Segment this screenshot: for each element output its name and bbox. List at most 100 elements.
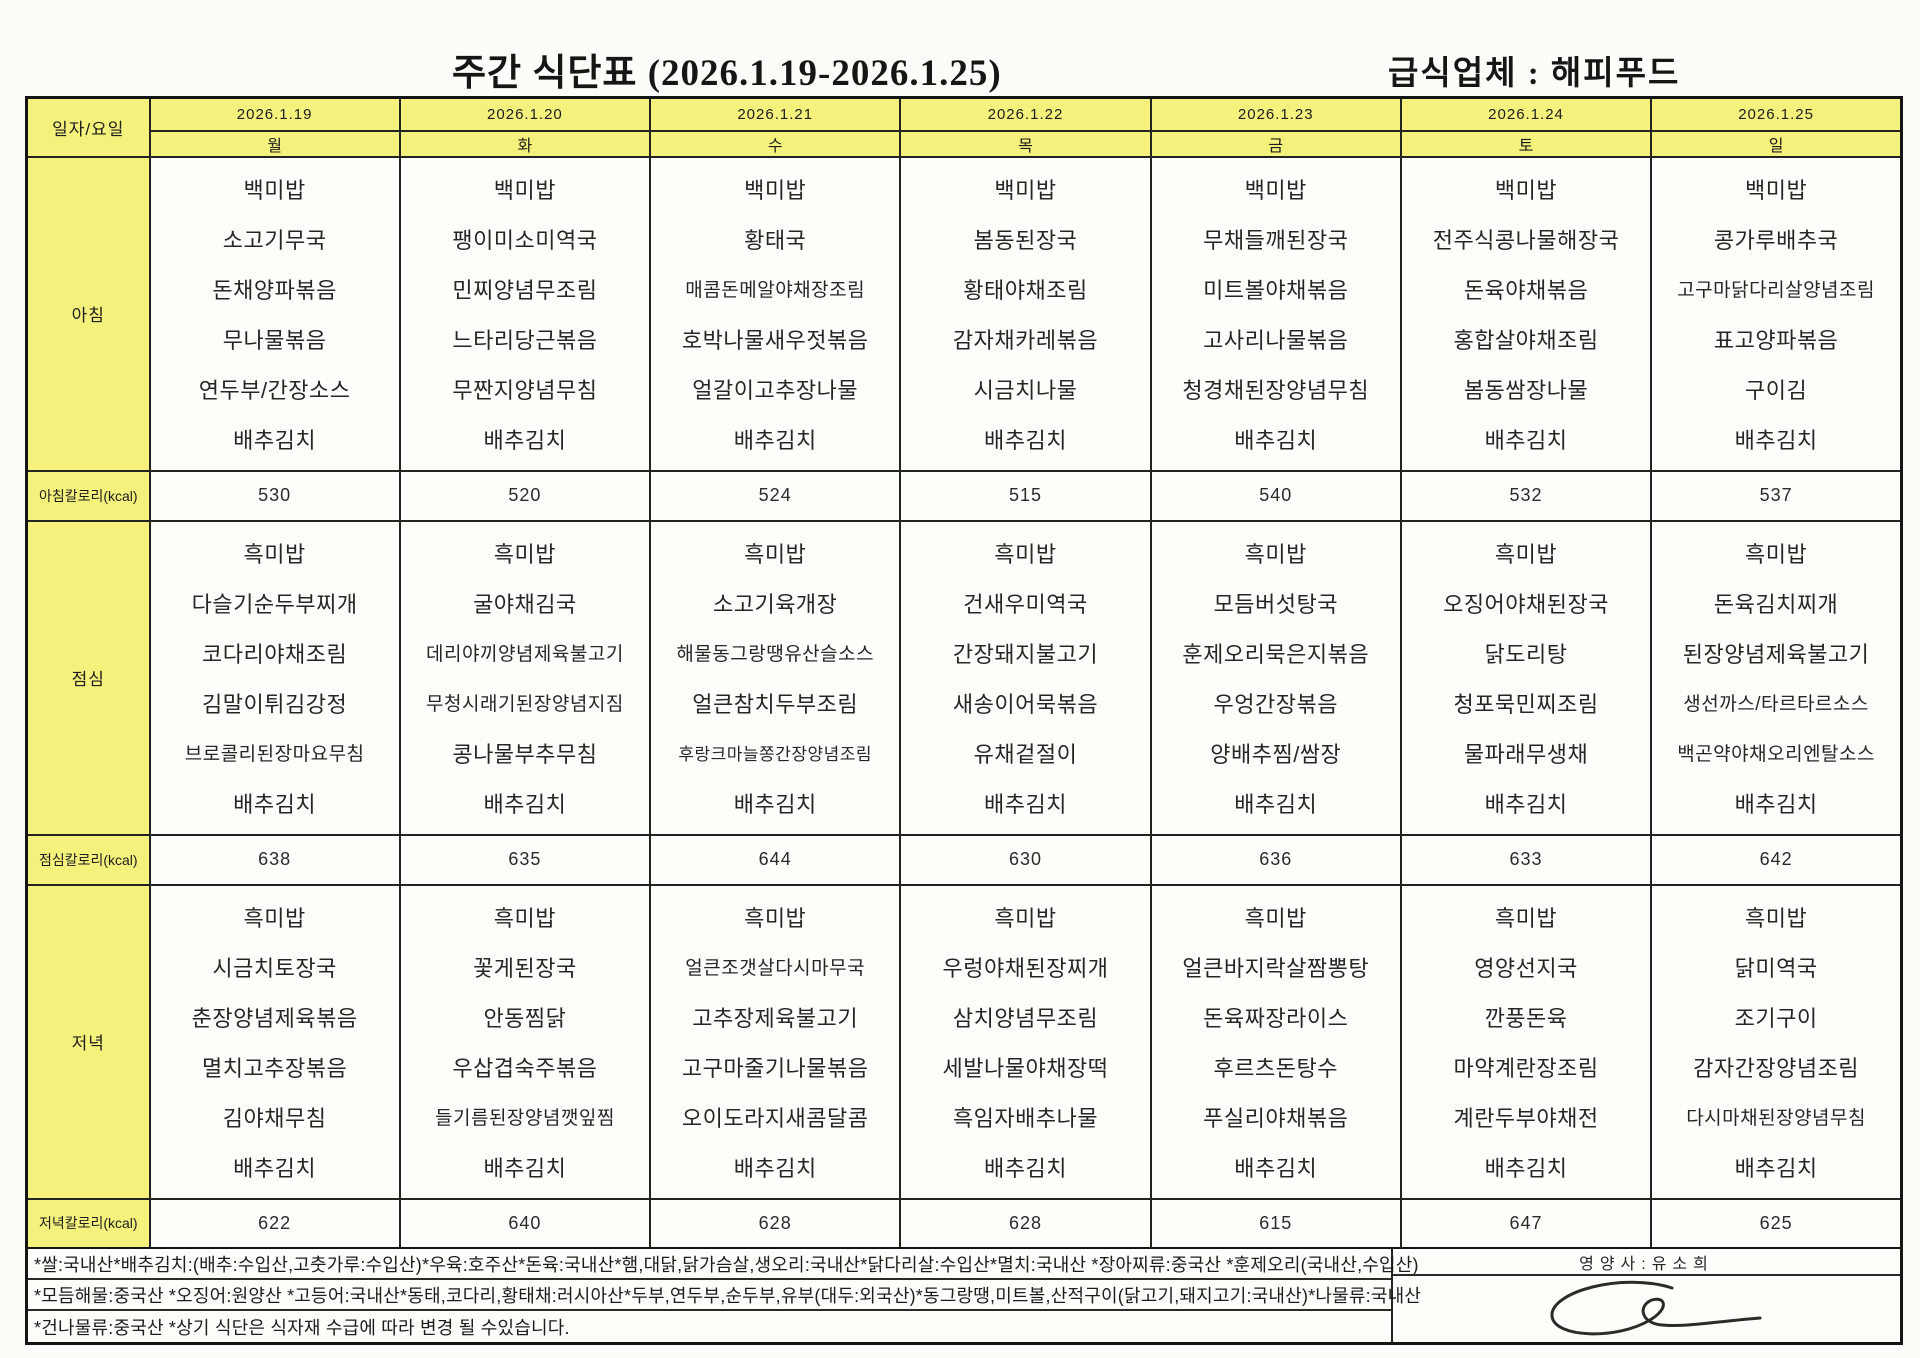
menu-item: 백미밥: [994, 177, 1057, 203]
menu-item: 배추김치: [233, 1155, 317, 1181]
menu-item: 흑미밥: [1744, 541, 1808, 567]
origin-note-line: *건나물류:중국산 *상기 식단은 식자재 수급에 따라 변경 될 수있습니다.: [34, 1317, 570, 1338]
menu-item: 황태야채조림: [963, 277, 1088, 303]
menu-item: 배추김치: [733, 791, 817, 817]
menu-item: 배추김치: [984, 791, 1067, 817]
menu-item: 세발나물야채장떡: [942, 1055, 1109, 1081]
menu-item: 매콤돈메알야채장조림: [685, 280, 866, 301]
menu-item: 호박나물새우젓볶음: [681, 327, 869, 353]
weekday-header-cell: 일: [1650, 129, 1903, 158]
menu-cell: 흑미밥 닭미역국 조기구이 감자간장양념조림 다시마채된장양념무침 배추김치: [1650, 883, 1903, 1200]
date-header-cell: 2026.1.24: [1399, 96, 1653, 132]
menu-item: 흑미밥: [744, 905, 807, 931]
menu-item: 배추김치: [483, 1155, 567, 1181]
menu-item: 백미밥: [493, 177, 557, 203]
menu-item: 청경채된장양념무침: [1182, 377, 1370, 403]
calorie-value-cell: 532: [1399, 469, 1653, 522]
calorie-value-cell: 515: [899, 469, 1152, 522]
menu-item: 전주식콩나물해장국: [1432, 227, 1620, 253]
calorie-value-cell: 644: [649, 833, 902, 886]
calorie-value-cell: 615: [1149, 1197, 1402, 1250]
document-header: 주간 식단표 (2026.1.19-2026.1.25) 급식업체 : 해피푸드: [0, 42, 1920, 98]
date-header-cell: 2026.1.23: [1149, 96, 1402, 132]
menu-item: 돈육짜장라이스: [1203, 1005, 1349, 1031]
weekday-header-cell: 화: [398, 129, 652, 158]
menu-item: 오징어야채된장국: [1443, 591, 1609, 617]
menu-item: 흑미밥: [1494, 541, 1558, 567]
menu-item: 돈육야채볶음: [1463, 277, 1589, 303]
menu-item: 흑미밥: [994, 541, 1057, 567]
menu-item: 민찌양념무조림: [452, 277, 598, 303]
menu-item: 우삽겹숙주볶음: [452, 1055, 598, 1081]
menu-cell: 흑미밥 모듬버섯탕국 훈제오리묵은지볶음 우엉간장볶음 양배추찜/쌈장 배추김치: [1149, 519, 1402, 836]
menu-item: 들기름된장양념깻잎찜: [435, 1108, 615, 1129]
menu-item: 우렁야채된장찌개: [942, 955, 1109, 981]
menu-item: 후랑크마늘쫑간장양념조림: [678, 745, 873, 764]
menu-item: 홍합살야채조림: [1453, 327, 1599, 353]
menu-item: 후르츠돈탕수: [1213, 1055, 1338, 1081]
menu-item: 봄동된장국: [973, 227, 1078, 253]
menu-item: 멸치고추장볶음: [202, 1055, 348, 1081]
calorie-value-cell: 640: [398, 1197, 652, 1250]
menu-item: 백미밥: [1244, 177, 1307, 203]
menu-item: 흑임자배추나물: [952, 1105, 1099, 1131]
menu-item: 봄동쌈장나물: [1463, 377, 1589, 403]
menu-cell: 백미밥 전주식콩나물해장국 돈육야채볶음 홍합살야채조림 봄동쌈장나물 배추김치: [1399, 155, 1653, 472]
calorie-value-cell: 537: [1650, 469, 1903, 522]
menu-item: 무청시래기된장양념지짐: [426, 694, 624, 715]
calorie-value-cell: 633: [1399, 833, 1653, 886]
menu-item: 배추김치: [733, 1155, 817, 1181]
menu-item: 배추김치: [1484, 427, 1568, 453]
table-row: 점심 흑미밥 다슬기순두부찌개 코다리야채조림 김말이튀김강정 브로콜리된장마요무침 배추김…: [25, 519, 1903, 836]
menu-item: 배추김치: [1734, 1155, 1818, 1181]
menu-item: 흑미밥: [493, 905, 557, 931]
menu-item: 다슬기순두부찌개: [191, 591, 358, 617]
menu-item: 간장돼지불고기: [952, 641, 1099, 667]
menu-item: 표고양파볶음: [1713, 327, 1839, 353]
menu-item: 얼갈이고추장나물: [692, 377, 859, 403]
vendor-label: 급식업체 : 해피푸드: [1388, 56, 1681, 92]
calorie-value-cell: 642: [1650, 833, 1903, 886]
menu-item: 물파래무생채: [1463, 741, 1589, 767]
menu-item: 새송이어묵볶음: [952, 691, 1099, 717]
menu-item: 꽃게된장국: [473, 955, 577, 981]
table-row: 일자/요일 2026.1.19 2026.1.20 2026.1.21 2026.1.2…: [25, 96, 1903, 158]
menu-item: 흑미밥: [994, 905, 1057, 931]
date-header-cell: 2026.1.19: [148, 96, 401, 132]
date-day-corner-label: 일자/요일: [25, 96, 151, 158]
menu-cell: 흑미밥 소고기육개장 해물동그랑땡유산슬소스 얼큰참치두부조림 후랑크마늘쫑간장양념조림…: [649, 519, 902, 836]
menu-item: 고사리나물볶음: [1203, 327, 1349, 353]
menu-item: 흑미밥: [744, 541, 807, 567]
nutritionist-signature: [1393, 1276, 1900, 1342]
menu-item: 배추김치: [1484, 791, 1568, 817]
menu-item: 된장양념제육불고기: [1682, 641, 1870, 667]
menu-item: 삼치양념무조림: [952, 1005, 1099, 1031]
menu-cell: 백미밥 소고기무국 돈채양파볶음 무나물볶음 연두부/간장소스 배추김치: [148, 155, 401, 472]
menu-item: 배추김치: [1484, 1155, 1568, 1181]
menu-item: 마약계란장조림: [1453, 1055, 1599, 1081]
menu-item: 흑미밥: [1744, 905, 1808, 931]
menu-item: 배추김치: [1234, 427, 1318, 453]
menu-item: 미트볼야채볶음: [1203, 277, 1349, 303]
calorie-value-cell: 540: [1149, 469, 1402, 522]
menu-item: 감자간장양념조림: [1693, 1055, 1860, 1081]
menu-item: 무짠지양념무침: [452, 377, 598, 403]
menu-item: 감자채카레볶음: [952, 327, 1099, 353]
menu-item: 깐풍돈육: [1484, 1005, 1568, 1031]
menu-item: 푸실리야채볶음: [1203, 1105, 1349, 1131]
menu-item: 배추김치: [1234, 1155, 1318, 1181]
date-header-cell: 2026.1.25: [1650, 96, 1903, 132]
menu-item: 유채겉절이: [973, 741, 1078, 767]
date-header-cell: 2026.1.20: [398, 96, 652, 132]
menu-item: 건새우미역국: [963, 591, 1088, 617]
menu-item: 연두부/간장소스: [198, 377, 351, 403]
menu-cell: 흑미밥 얼큰조갯살다시마무국 고추장제육불고기 고구마줄기나물볶음 오이도라지새콤달콤 배…: [649, 883, 902, 1200]
meal-section-label: 저녁: [25, 883, 151, 1200]
page-title: 주간 식단표 (2026.1.19-2026.1.25): [452, 53, 1002, 94]
menu-item: 무나물볶음: [222, 327, 327, 353]
menu-item: 백미밥: [243, 177, 306, 203]
calorie-row-label: 저녁칼로리(kcal): [25, 1197, 151, 1250]
weekday-header-cell: 수: [649, 129, 902, 158]
table-row: 저녁칼로리(kcal) 622 640 628 628 615 647 625: [25, 1197, 1903, 1250]
menu-item: 다시마채된장양념무침: [1686, 1108, 1866, 1129]
